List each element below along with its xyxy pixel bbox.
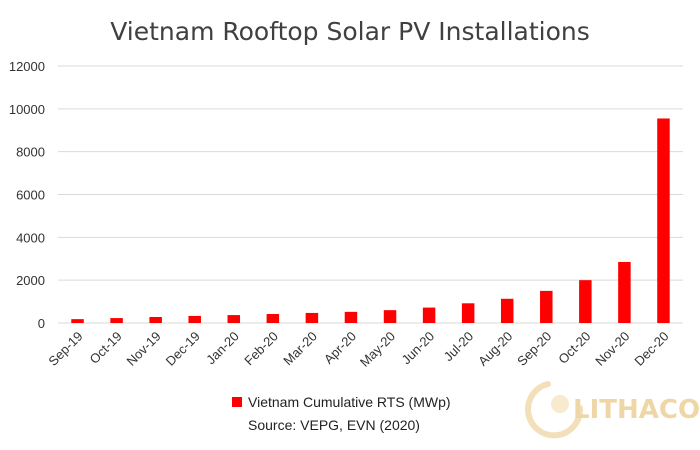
watermark-text: LITHACO (573, 395, 700, 425)
y-tick-label: 10000 (9, 102, 45, 117)
bar (383, 310, 397, 323)
source-note: Source: VEPG, EVN (2020) (248, 417, 420, 433)
bar (657, 118, 670, 324)
bar (266, 314, 280, 323)
bar (305, 312, 319, 323)
gridlines (58, 65, 683, 324)
x-tick-label: Sep-19 (45, 329, 85, 369)
x-tick-label: Jul-20 (441, 329, 477, 365)
bar (540, 290, 553, 323)
y-tick-label: 0 (38, 316, 45, 331)
x-tick-label: Jan-20 (203, 329, 242, 368)
legend: Vietnam Cumulative RTS (MWp) Source: VEP… (232, 394, 451, 433)
y-tick-label: 6000 (16, 188, 45, 203)
bar (618, 261, 631, 323)
y-tick-label: 8000 (16, 145, 45, 160)
y-tick-label: 4000 (16, 230, 45, 245)
y-tick-label: 2000 (16, 273, 45, 288)
x-tick-label: Feb-20 (241, 329, 281, 369)
y-axis-ticks: 0 2000 4000 6000 8000 10000 12000 (9, 59, 45, 331)
x-tick-label: Sep-20 (514, 329, 554, 369)
x-tick-label: Jun-20 (399, 329, 438, 368)
bar (500, 298, 514, 323)
x-tick-label: Mar-20 (280, 329, 320, 369)
x-tick-label: Nov-20 (592, 329, 632, 369)
legend-swatch (232, 397, 242, 407)
x-tick-label: Apr-20 (321, 329, 359, 367)
bar (110, 318, 123, 323)
chart-title: Vietnam Rooftop Solar PV Installations (110, 17, 590, 46)
y-tick-label: 12000 (9, 59, 45, 74)
bar (461, 303, 475, 323)
x-tick-label: May-20 (357, 329, 398, 370)
bars (71, 118, 670, 324)
x-tick-label: Dec-20 (631, 329, 671, 369)
x-tick-label: Oct-19 (87, 329, 125, 367)
bar (422, 307, 436, 323)
bar (188, 315, 201, 323)
x-tick-label: Aug-20 (475, 329, 515, 369)
x-tick-label: Nov-19 (124, 329, 164, 369)
bar (344, 311, 358, 323)
x-tick-label: Oct-20 (555, 329, 593, 367)
legend-label: Vietnam Cumulative RTS (MWp) (248, 394, 451, 410)
bar (71, 319, 84, 323)
bar (149, 317, 162, 323)
bar (579, 280, 592, 323)
x-tick-label: Dec-19 (163, 329, 203, 369)
watermark-logo: LITHACO (525, 381, 700, 439)
bar (227, 315, 241, 323)
